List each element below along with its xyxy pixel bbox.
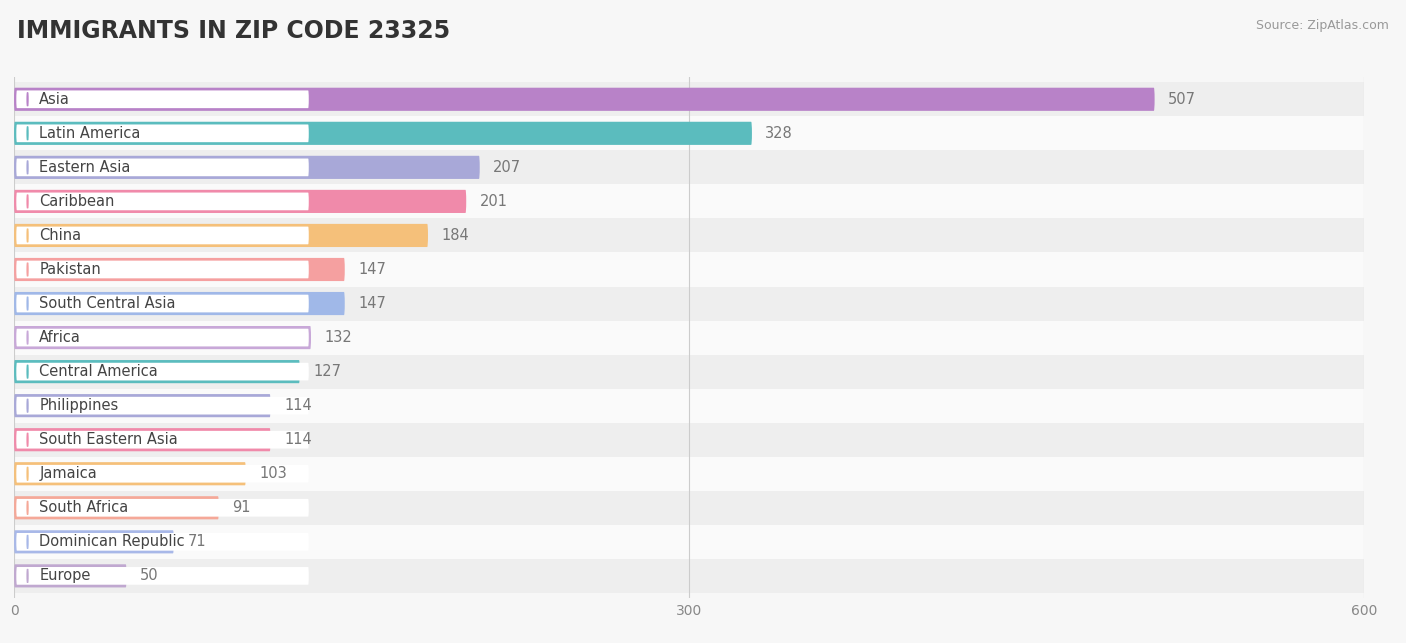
Text: Eastern Asia: Eastern Asia	[39, 160, 131, 175]
Bar	[14, 559, 1364, 593]
Text: 71: 71	[187, 534, 205, 549]
Bar	[14, 525, 1364, 559]
FancyBboxPatch shape	[14, 565, 127, 588]
Text: 114: 114	[284, 432, 312, 447]
FancyBboxPatch shape	[14, 462, 246, 485]
Text: 147: 147	[359, 262, 387, 277]
Bar	[14, 82, 1364, 116]
FancyBboxPatch shape	[14, 258, 344, 281]
FancyBboxPatch shape	[14, 326, 311, 349]
Bar	[14, 491, 1364, 525]
Bar	[14, 116, 1364, 150]
FancyBboxPatch shape	[17, 329, 309, 347]
FancyBboxPatch shape	[14, 530, 174, 554]
FancyBboxPatch shape	[17, 465, 309, 483]
Text: 207: 207	[494, 160, 522, 175]
FancyBboxPatch shape	[14, 190, 467, 213]
Text: Caribbean: Caribbean	[39, 194, 115, 209]
Text: Pakistan: Pakistan	[39, 262, 101, 277]
Bar	[14, 321, 1364, 354]
FancyBboxPatch shape	[14, 360, 299, 383]
FancyBboxPatch shape	[17, 397, 309, 415]
FancyBboxPatch shape	[17, 294, 309, 312]
Text: South Eastern Asia: South Eastern Asia	[39, 432, 179, 447]
Text: Europe: Europe	[39, 568, 90, 583]
Text: 184: 184	[441, 228, 470, 243]
Text: China: China	[39, 228, 82, 243]
FancyBboxPatch shape	[14, 87, 1154, 111]
FancyBboxPatch shape	[14, 224, 427, 247]
Text: 50: 50	[141, 568, 159, 583]
FancyBboxPatch shape	[17, 226, 309, 244]
Text: 91: 91	[232, 500, 250, 515]
Text: Latin America: Latin America	[39, 126, 141, 141]
FancyBboxPatch shape	[14, 156, 479, 179]
Bar	[14, 253, 1364, 287]
FancyBboxPatch shape	[17, 431, 309, 449]
Text: South Africa: South Africa	[39, 500, 128, 515]
Bar	[14, 287, 1364, 321]
Text: 201: 201	[479, 194, 508, 209]
FancyBboxPatch shape	[17, 91, 309, 108]
FancyBboxPatch shape	[17, 363, 309, 381]
FancyBboxPatch shape	[17, 125, 309, 142]
FancyBboxPatch shape	[14, 496, 219, 520]
FancyBboxPatch shape	[17, 192, 309, 210]
Text: South Central Asia: South Central Asia	[39, 296, 176, 311]
FancyBboxPatch shape	[14, 122, 752, 145]
Text: 103: 103	[259, 466, 287, 481]
Text: Africa: Africa	[39, 330, 82, 345]
FancyBboxPatch shape	[17, 533, 309, 550]
Bar	[14, 388, 1364, 422]
FancyBboxPatch shape	[14, 428, 270, 451]
Text: Source: ZipAtlas.com: Source: ZipAtlas.com	[1256, 19, 1389, 32]
Bar	[14, 457, 1364, 491]
Text: 114: 114	[284, 398, 312, 413]
FancyBboxPatch shape	[17, 159, 309, 176]
Text: IMMIGRANTS IN ZIP CODE 23325: IMMIGRANTS IN ZIP CODE 23325	[17, 19, 450, 43]
FancyBboxPatch shape	[17, 260, 309, 278]
FancyBboxPatch shape	[14, 394, 270, 417]
FancyBboxPatch shape	[17, 567, 309, 584]
Text: 127: 127	[314, 364, 342, 379]
Bar	[14, 422, 1364, 457]
Bar	[14, 185, 1364, 219]
Bar	[14, 354, 1364, 388]
Text: 507: 507	[1168, 92, 1197, 107]
FancyBboxPatch shape	[17, 499, 309, 516]
Text: 147: 147	[359, 296, 387, 311]
Text: 328: 328	[765, 126, 793, 141]
Bar	[14, 150, 1364, 185]
Text: Dominican Republic: Dominican Republic	[39, 534, 184, 549]
Text: Jamaica: Jamaica	[39, 466, 97, 481]
FancyBboxPatch shape	[14, 292, 344, 315]
Text: Asia: Asia	[39, 92, 70, 107]
Text: Philippines: Philippines	[39, 398, 118, 413]
Bar	[14, 219, 1364, 253]
Text: 132: 132	[325, 330, 353, 345]
Text: Central America: Central America	[39, 364, 157, 379]
